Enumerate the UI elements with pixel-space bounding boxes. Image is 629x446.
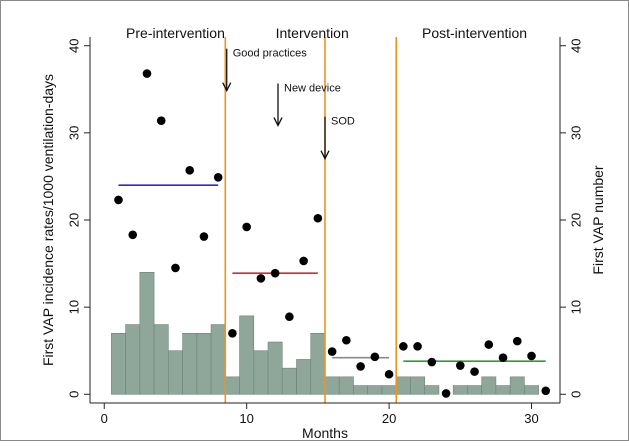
bar-month-13 <box>281 367 297 395</box>
text-layer: 0 0 10 10 20 20 30 30 40 40 0 10 20 30 Months First VAP… <box>40 25 606 441</box>
bar-month-18 <box>353 385 369 395</box>
data-point-month-23 <box>427 357 437 367</box>
axes-layer <box>84 37 566 409</box>
bar-month-30 <box>524 385 539 395</box>
data-point-month-11 <box>256 274 266 283</box>
x-tick-label-20: 20 <box>382 411 396 426</box>
data-point-month-6 <box>185 166 194 175</box>
data-point-month-10 <box>242 222 251 232</box>
y-tick-label-right-10: 10 <box>569 300 584 314</box>
x-axis-label: Months <box>302 425 348 441</box>
y-tick-label-left-20: 20 <box>67 213 82 227</box>
data-point-month-21 <box>399 342 408 351</box>
bar-month-26 <box>467 385 482 395</box>
bar-month-27 <box>481 376 497 395</box>
bar-month-29 <box>509 376 525 395</box>
data-point-month-19 <box>370 352 380 362</box>
y-tick-label-right-20: 20 <box>569 213 584 227</box>
phase-label-pre-intervention: Pre-intervention <box>126 25 225 41</box>
data-point-month-5 <box>171 263 180 273</box>
data-point-month-3 <box>142 69 152 78</box>
data-point-month-13 <box>285 312 294 322</box>
points-layer <box>114 69 551 398</box>
bar-month-2 <box>125 324 141 395</box>
annotation-good-practices-arrow-head <box>222 82 232 93</box>
data-point-month-27 <box>484 340 494 349</box>
x-tick-label-10: 10 <box>239 411 253 426</box>
data-point-month-15 <box>313 213 323 223</box>
bar-month-17 <box>338 376 354 395</box>
data-point-month-9 <box>228 328 237 338</box>
data-point-month-20 <box>384 369 394 379</box>
bar-month-23 <box>424 385 440 395</box>
annotation-new-device-arrow-head <box>273 117 283 127</box>
data-point-month-14 <box>299 256 308 266</box>
annotations-layer: Good practices New device SOD <box>222 48 355 161</box>
bar-month-12 <box>267 341 283 395</box>
data-point-month-28 <box>498 353 508 362</box>
annotation-sod-arrow-head <box>320 150 330 161</box>
y-tick-label-right-40: 40 <box>569 38 584 52</box>
data-point-month-25 <box>456 361 465 370</box>
phase-label-post-intervention: Post-intervention <box>422 25 527 41</box>
x-tick-label-30: 30 <box>524 411 538 426</box>
bar-month-7 <box>196 332 212 395</box>
phase-label-intervention: Intervention <box>276 25 349 41</box>
bar-month-25 <box>452 385 468 395</box>
y-tick-label-left-30: 30 <box>67 126 82 140</box>
bar-month-11 <box>253 350 269 395</box>
y-axis-label-left: First VAP incidence rates/1000 ventilati… <box>40 74 56 366</box>
bar-month-9 <box>225 376 240 395</box>
annotation-new-device-label: New device <box>284 83 341 95</box>
annotation-good-practices-label: Good practices <box>233 48 307 60</box>
bar-month-15 <box>310 332 326 395</box>
data-point-month-4 <box>156 116 166 125</box>
bar-month-16 <box>324 376 340 395</box>
y-tick-label-left-40: 40 <box>67 38 82 52</box>
x-tick-label-0: 0 <box>101 411 108 426</box>
data-point-month-18 <box>356 362 365 371</box>
data-point-month-7 <box>199 232 209 241</box>
data-point-month-26 <box>470 367 479 376</box>
bar-month-5 <box>168 350 183 395</box>
data-point-month-17 <box>342 335 351 345</box>
data-point-month-12 <box>270 268 280 278</box>
data-point-month-29 <box>512 336 522 346</box>
bar-month-4 <box>153 324 169 395</box>
phase-lines-layer <box>224 37 398 403</box>
bar-month-22 <box>410 376 425 395</box>
bar-month-28 <box>495 385 511 395</box>
bar-month-21 <box>395 376 411 395</box>
y-tick-label-right-30: 30 <box>569 126 584 140</box>
bar-month-8 <box>210 324 226 395</box>
y-tick-label-left-10: 10 <box>67 300 82 314</box>
annotation-sod-label: SOD <box>331 116 355 128</box>
data-point-month-31 <box>541 386 551 396</box>
data-point-month-8 <box>213 173 223 182</box>
data-point-month-30 <box>527 351 536 361</box>
bar-month-3 <box>139 271 155 395</box>
data-point-month-22 <box>413 342 422 351</box>
bar-month-10 <box>239 315 255 395</box>
data-point-month-16 <box>327 347 337 356</box>
data-point-month-2 <box>128 230 138 240</box>
y-axis-label-right: First VAP number <box>590 165 606 275</box>
bar-month-20 <box>381 385 397 395</box>
bar-month-19 <box>367 385 383 395</box>
y-tick-label-right-0: 0 <box>569 391 584 398</box>
y-tick-label-left-0: 0 <box>67 391 82 398</box>
mean-lines-layer <box>118 184 546 362</box>
bar-month-1 <box>111 332 126 395</box>
bars-layer <box>111 271 539 395</box>
bar-month-6 <box>182 332 198 395</box>
data-point-month-1 <box>114 195 123 205</box>
data-point-month-24 <box>441 389 451 398</box>
bar-month-14 <box>296 359 312 395</box>
